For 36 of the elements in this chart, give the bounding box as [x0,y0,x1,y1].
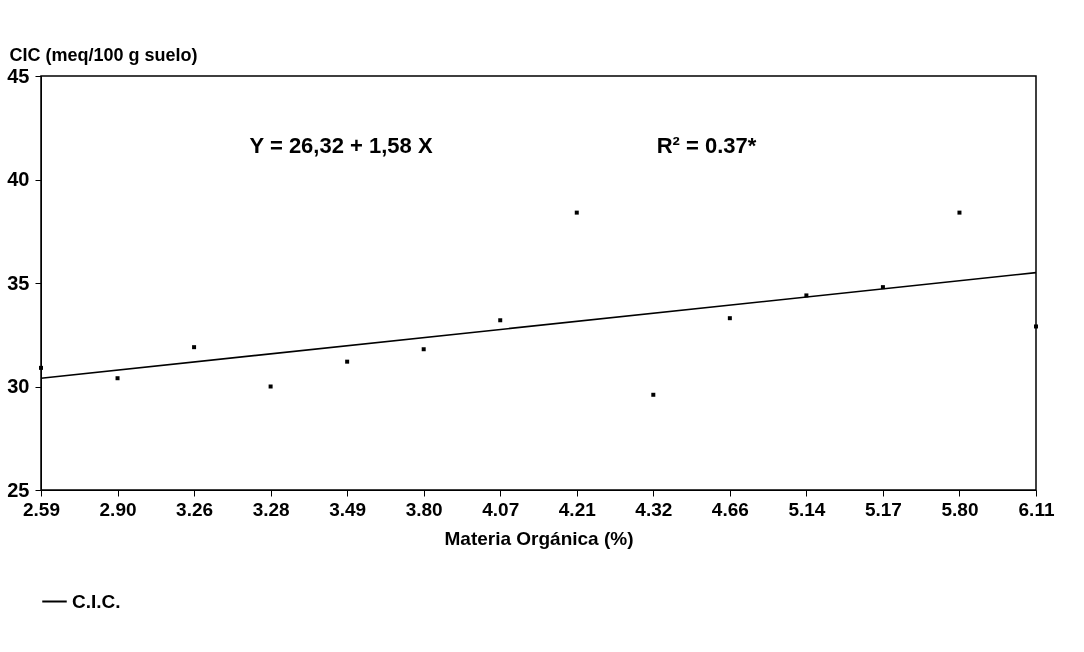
x-tick-label: 4.66 [711,498,749,520]
x-tick-label: 5.17 [864,498,902,520]
point [421,347,426,352]
y-tick-label: 35 [7,271,30,294]
point [115,376,120,381]
x-tick-label: 4.07 [482,498,520,520]
point [498,318,503,323]
x-tick-label: 4.21 [558,498,597,520]
annotation: Y = 26,32 + 1,58 X [249,133,433,158]
x-tick-label: 2.90 [99,498,137,520]
x-tick-label: 2.59 [23,498,60,520]
point [268,384,273,389]
x-tick-label: 6.11 [1018,498,1055,520]
y-tick-label: 40 [7,168,30,190]
legend-label: C.I.C. [72,590,121,612]
x-tick-label: 4.32 [635,498,673,520]
point [957,210,962,215]
point [192,345,197,350]
y-tick-label: 30 [7,375,30,397]
y-axis-title: CIC (meq/100 g suelo) [9,44,198,65]
x-tick-label: 3.28 [252,498,290,520]
y-tick-label: 25 [7,478,30,501]
point [727,316,732,321]
x-tick-label: 5.14 [788,498,826,520]
x-tick-label: 3.49 [329,498,367,520]
y-tick-label: 45 [7,64,30,87]
point [651,392,656,397]
x-tick-label: 3.80 [405,498,443,520]
point [574,210,579,215]
point [39,365,43,370]
point [1034,324,1038,329]
annotation: R² = 0.37* [656,133,757,158]
point [345,359,350,364]
x-tick-label: 5.80 [941,498,979,520]
x-axis-title: Materia Orgánica (%) [444,527,634,549]
x-tick-label: 3.26 [176,498,214,520]
